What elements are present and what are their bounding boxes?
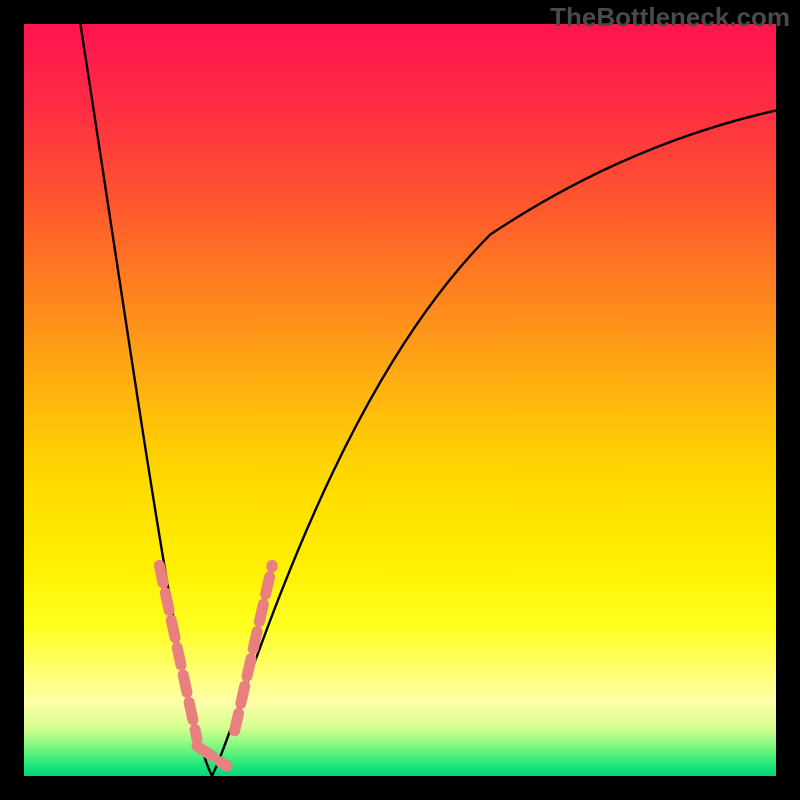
- curve-svg: [24, 24, 776, 776]
- frame-border-left: [0, 0, 24, 800]
- frame-border-right: [776, 0, 800, 800]
- watermark-text: TheBottleneck.com: [550, 2, 790, 33]
- frame-border-bottom: [0, 776, 800, 800]
- plot-area: [24, 24, 776, 776]
- chart-frame: TheBottleneck.com: [0, 0, 800, 800]
- dash-overlay-segment: [159, 565, 197, 738]
- dash-overlay-segment: [235, 565, 273, 730]
